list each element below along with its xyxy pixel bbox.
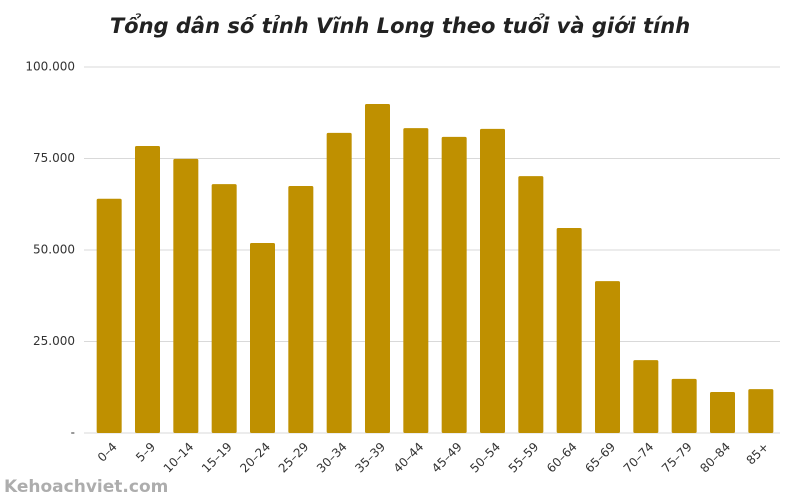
bar: [480, 128, 505, 433]
bar: [556, 228, 582, 433]
x-tick-label: 45–49: [429, 440, 465, 476]
x-tick-label: 85+: [744, 440, 772, 468]
bar: [135, 146, 160, 433]
bar: [173, 158, 199, 433]
bar: [518, 176, 544, 433]
bar: [710, 392, 735, 433]
y-tick-label: 50.000: [33, 243, 75, 257]
bar: [403, 128, 429, 433]
y-tick-label: 75.000: [33, 151, 75, 165]
chart-title: Tổng dân số tỉnh Vĩnh Long theo tuổi và …: [110, 13, 690, 38]
x-tick-label: 40–44: [391, 440, 427, 476]
x-tick-label: 20–24: [237, 440, 273, 476]
bar: [633, 360, 659, 433]
x-tick-label: 30–34: [314, 440, 350, 476]
bar: [211, 184, 237, 433]
bar: [671, 378, 697, 433]
bar: [441, 136, 467, 433]
x-tick-label: 0–4: [95, 440, 120, 465]
watermark: Kehoachviet.com: [4, 477, 168, 497]
bar: [326, 132, 352, 433]
x-tick-label: 35–39: [352, 440, 388, 476]
bar: [748, 389, 774, 433]
x-tick-label: 80–84: [697, 440, 733, 476]
y-tick-label: 25.000: [33, 334, 75, 348]
x-tick-label: 55–59: [506, 440, 542, 476]
x-tick-label: 25–29: [276, 440, 312, 476]
x-tick-label: 50–54: [467, 440, 503, 476]
x-tick-label: 10–14: [161, 440, 197, 476]
x-tick-label: 70–74: [621, 440, 657, 476]
x-tick-label: 65–69: [582, 440, 618, 476]
x-tick-label: 15–19: [199, 440, 235, 476]
bar: [96, 198, 122, 433]
bar: [365, 103, 390, 433]
x-tick-label: 75–79: [659, 440, 695, 476]
bar: [250, 243, 275, 433]
bar: [288, 185, 314, 433]
y-tick-label: 100.000: [25, 60, 75, 74]
x-tick-label: 60–64: [544, 440, 580, 476]
x-tick-label: 5–9: [133, 440, 158, 465]
bar: [595, 281, 620, 433]
y-tick-label: -: [71, 426, 75, 440]
